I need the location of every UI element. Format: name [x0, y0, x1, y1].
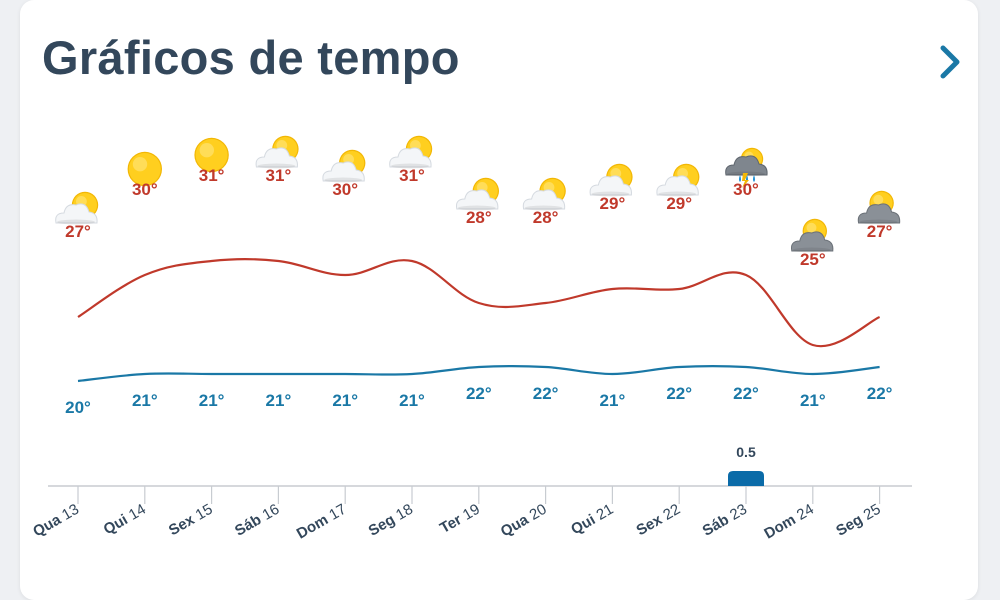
min-temp-label: 22°: [533, 384, 559, 403]
partly-cloudy-icon: [656, 163, 700, 197]
min-temp-label: 20°: [65, 398, 91, 417]
x-tick-label: Sex 22: [634, 501, 684, 540]
max-temp-label: 31°: [266, 166, 292, 185]
sun-icon: [194, 137, 229, 173]
min-temp-label: 21°: [399, 391, 425, 410]
max-temp-label: 31°: [199, 166, 225, 185]
partly-cloudy-icon: [255, 135, 299, 169]
partly-cloudy-icon: [455, 177, 499, 211]
max-temp-label: 30°: [132, 180, 158, 199]
max-temp-label: 25°: [800, 250, 826, 269]
min-temp-label: 21°: [600, 391, 626, 410]
max-temp-label: 27°: [65, 222, 91, 241]
max-temperature-line: [77, 258, 881, 348]
partly-cloudy-icon: [322, 149, 366, 183]
min-temp-label: 22°: [733, 384, 759, 403]
weather-charts-card: 27° 30° 31° 31° 30° 31° 28° 28° 29° 29° 30° 25° 27° 2…: [20, 0, 978, 600]
max-temp-label: 30°: [332, 180, 358, 199]
partly-cloudy-icon: [589, 163, 633, 197]
thunderstorm-rain-icon: [725, 147, 768, 188]
max-temp-label: 28°: [533, 208, 559, 227]
x-tick-label: Ter 19: [437, 501, 483, 537]
x-tick-label: Qui 14: [101, 501, 149, 539]
max-temp-label: 29°: [600, 194, 626, 213]
min-temperature-line: [77, 364, 880, 383]
page-title: Gráficos de tempo: [42, 31, 460, 84]
min-temp-label: 21°: [199, 391, 225, 410]
sun-icon: [127, 151, 162, 187]
x-tick-label: Dom 17: [294, 501, 349, 543]
min-temp-label: 22°: [666, 384, 692, 403]
temperature-chart: 27° 30° 31° 31° 30° 31° 28° 28° 29° 29° 30° 25° 27° 2…: [30, 135, 912, 543]
x-tick-label: Qua 20: [498, 501, 550, 541]
x-tick-label: Sex 15: [166, 501, 216, 540]
min-temp-label: 21°: [266, 391, 292, 410]
partly-cloudy-icon: [389, 135, 433, 169]
cloudy-sun-icon: [857, 190, 901, 225]
partly-cloudy-icon: [55, 191, 99, 225]
x-tick-label: Qua 13: [30, 501, 82, 541]
max-temp-label: 31°: [399, 166, 425, 185]
x-tick-label: Seg 25: [833, 501, 883, 540]
x-tick-label: Sáb 16: [232, 501, 282, 540]
min-temp-label: 22°: [867, 384, 893, 403]
precipitation-label: 0.5: [736, 444, 756, 460]
min-temp-label: 21°: [332, 391, 358, 410]
precipitation-bar: [728, 471, 764, 486]
cloudy-sun-icon: [790, 218, 834, 253]
max-temp-label: 30°: [733, 180, 759, 199]
chevron-right-icon[interactable]: [930, 40, 970, 84]
max-temp-label: 28°: [466, 208, 492, 227]
max-temp-label: 27°: [867, 222, 893, 241]
x-tick-label: Qui 21: [568, 501, 616, 539]
x-tick-label: Sáb 23: [700, 501, 750, 540]
x-tick-label: Dom 24: [761, 501, 816, 543]
min-temp-label: 22°: [466, 384, 492, 403]
max-temp-label: 29°: [666, 194, 692, 213]
min-temp-label: 21°: [132, 391, 158, 410]
x-tick-label: Seg 18: [366, 501, 416, 540]
min-temp-label: 21°: [800, 391, 826, 410]
partly-cloudy-icon: [522, 177, 566, 211]
